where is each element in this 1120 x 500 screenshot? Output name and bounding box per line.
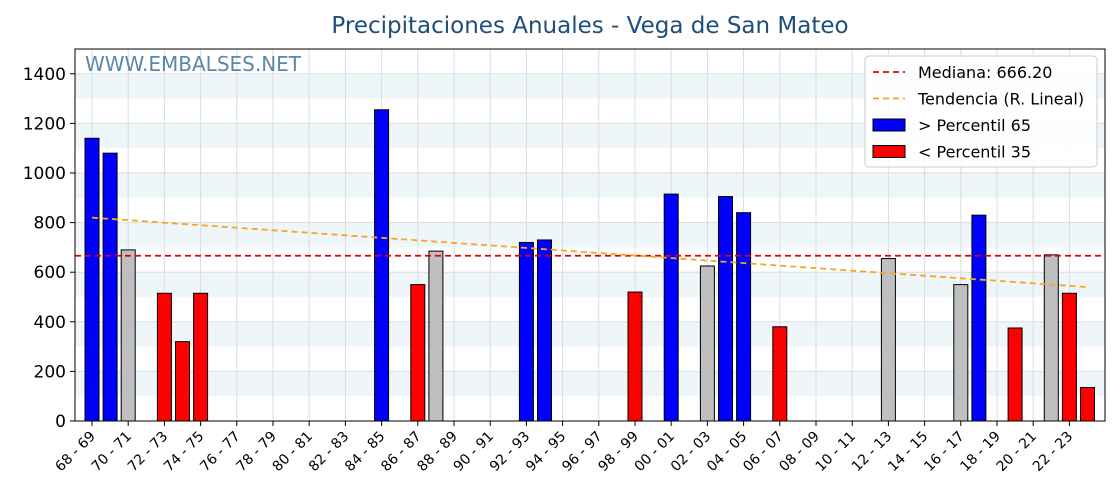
bar-06-07 [772, 326, 788, 422]
band-900 [75, 173, 1105, 198]
bar-73-74 [175, 341, 190, 422]
y-axis-ticks: 0 200 400 600 800 1000 1200 1400 [23, 65, 75, 432]
ytick-label-1000: 1000 [23, 164, 66, 184]
band-100 [75, 371, 1105, 397]
bar-69-70 [102, 152, 118, 422]
bar-19-20 [1007, 327, 1023, 422]
ytick-label-400: 400 [34, 313, 66, 333]
legend: Mediana: 666.20 Tendencia (R. Lineal) > P… [864, 55, 1098, 168]
ytick-label-1200: 1200 [23, 114, 66, 134]
legend-label-1: Tendencia (R. Lineal) [917, 90, 1084, 109]
band-500 [75, 272, 1105, 297]
legend-label-0: Mediana: 666.20 [918, 63, 1052, 82]
bar-12-13 [880, 258, 896, 422]
bar-00-01 [663, 193, 679, 422]
bar-16-17 [953, 284, 969, 422]
legend-swatch-3 [872, 145, 906, 158]
bar-86-87 [410, 284, 426, 422]
band-300 [75, 321, 1105, 347]
bar-92-93 [518, 241, 534, 422]
legend-swatch-2 [872, 118, 906, 132]
legend-label-2: > Percentil 65 [918, 116, 1031, 135]
legend-box [864, 55, 1098, 168]
bar-68-69 [84, 137, 100, 422]
ytick-label-200: 200 [34, 362, 66, 382]
bar-04-05 [736, 212, 752, 422]
bar-93-94 [537, 239, 552, 422]
bar-23-24 [1080, 387, 1095, 422]
bar-17-18 [971, 214, 987, 422]
bar-03-04 [718, 196, 733, 422]
bar-87-88 [428, 250, 444, 422]
bar-98-99 [627, 291, 643, 422]
ytick-label-1400: 1400 [23, 65, 66, 85]
watermark: WWW.EMBALSES.NET [85, 52, 302, 76]
xtick-label-27: 22 - 23 [1030, 429, 1076, 475]
plot-frame [74, 48, 1106, 422]
ytick-label-600: 600 [34, 263, 66, 283]
bar-21-22 [1043, 254, 1059, 422]
bar-72-73 [156, 292, 172, 422]
chart-title: Precipitaciones Anuales - Vega de San Ma… [331, 13, 848, 39]
band-700 [75, 222, 1105, 248]
bar-84-85 [374, 109, 390, 422]
bars-group [84, 109, 1095, 422]
reference-lines [75, 216, 1105, 288]
bar-70-71 [120, 249, 136, 422]
bar-02-03 [699, 265, 715, 422]
trend-line [91, 216, 1088, 288]
ytick-label-0: 0 [55, 412, 66, 432]
bar-22-23 [1061, 292, 1077, 422]
legend-label-3: < Percentil 35 [918, 143, 1031, 162]
ytick-label-800: 800 [34, 214, 66, 234]
bar-74-75 [193, 292, 209, 422]
